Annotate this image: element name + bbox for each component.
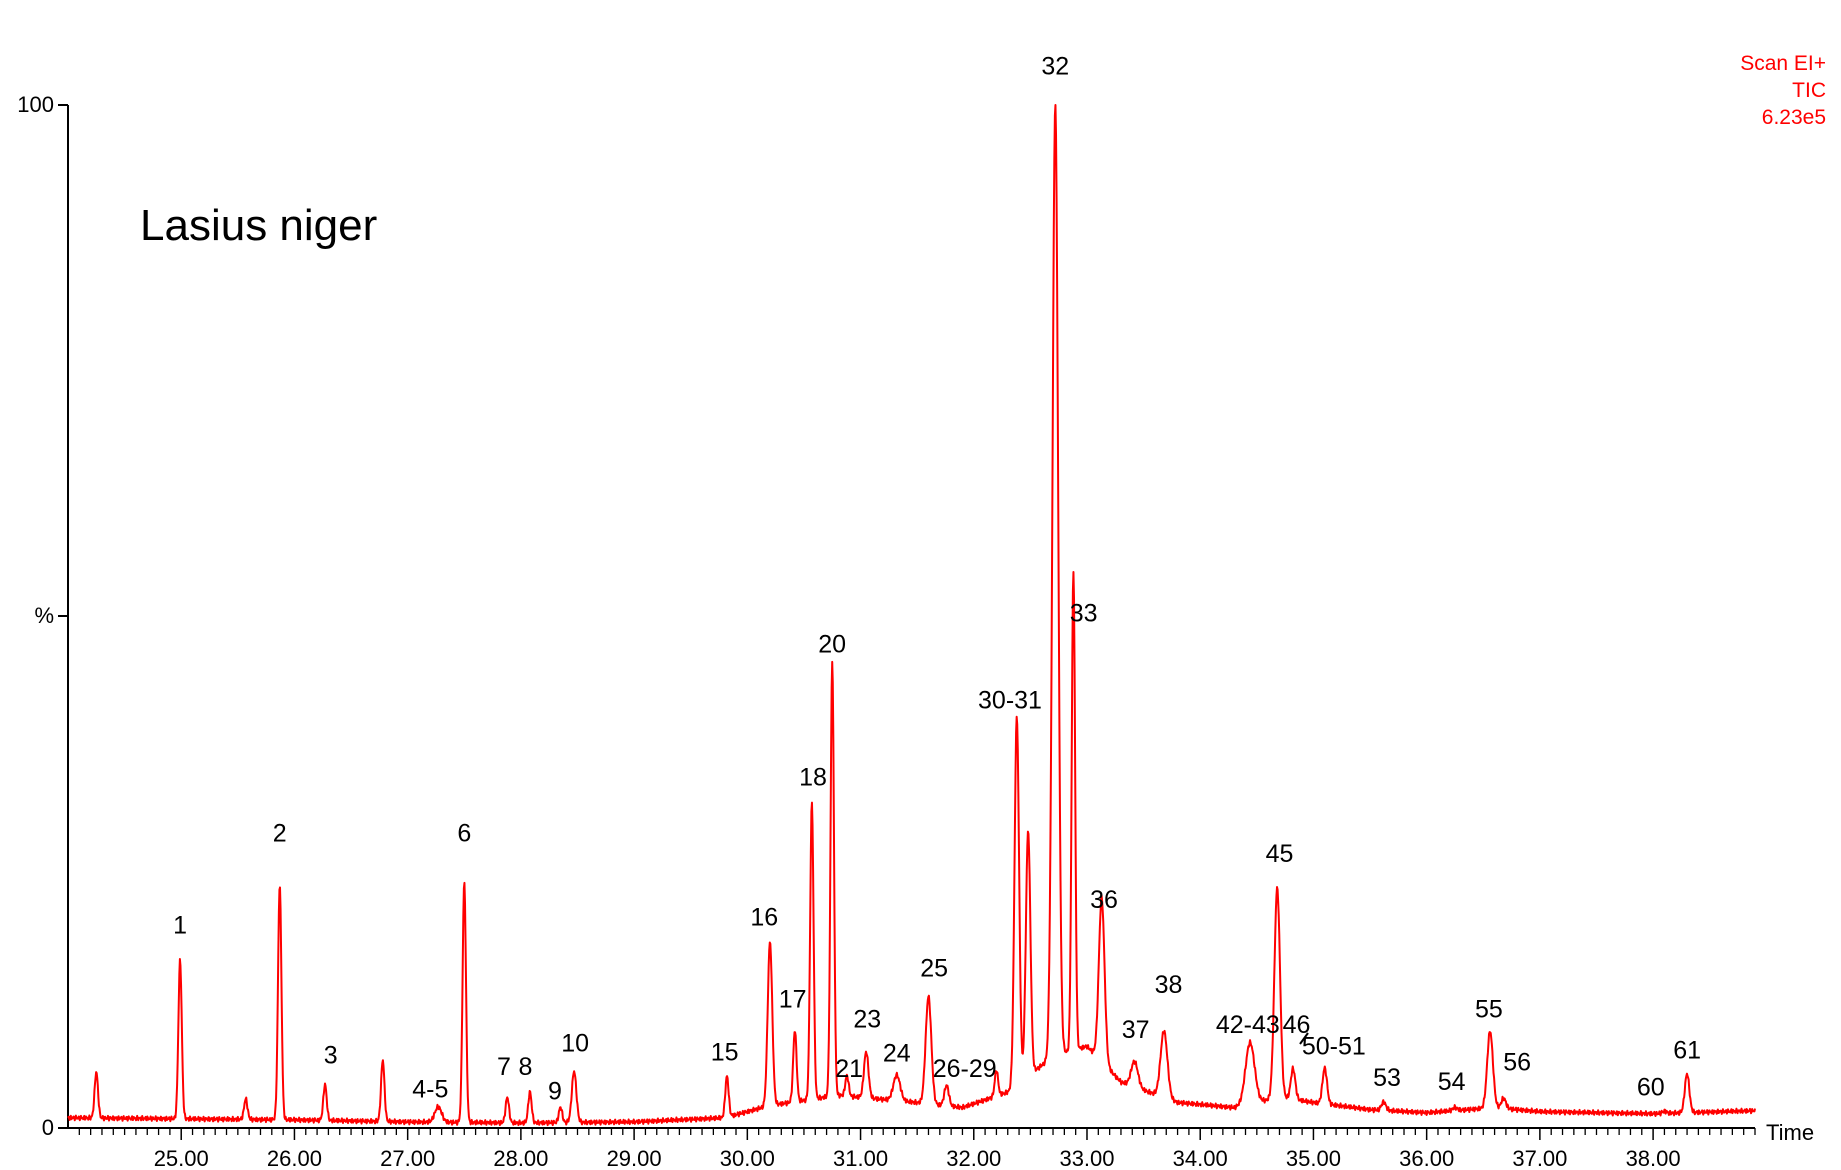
x-major-ticks: 25.00 26.00 27.00 28.00 29.00 30.00 31.00 32.00… [154,1128,1681,1170]
x-axis-label: Time [1766,1120,1814,1145]
peak-label: 46 [1283,1011,1311,1039]
axes: 100 % 0 Time 25.00 26.00 27.00 28.00 29.00 30… [17,92,1814,1170]
peak-label: 61 [1673,1036,1701,1064]
peak-label: 53 [1373,1064,1401,1092]
scan-mode-label: Scan EI+ [1740,52,1826,75]
tic-trace [67,104,1756,1127]
x-tick-label: 36.00 [1399,1146,1454,1170]
peak-label: 7 [497,1053,511,1081]
peak-label: 45 [1266,840,1294,868]
peak-label: 21 [835,1055,863,1083]
x-tick-label: 32.00 [946,1146,1001,1170]
peak-label: 17 [779,985,807,1013]
x-tick-label: 33.00 [1059,1146,1114,1170]
x-tick-label: 35.00 [1286,1146,1341,1170]
trace-type-label: TIC [1792,79,1826,102]
x-tick-label: 25.00 [154,1146,209,1170]
intensity-label: 6.23e5 [1762,106,1826,129]
x-tick-label: 27.00 [380,1146,435,1170]
peak-label: 3 [324,1042,338,1070]
x-tick-label: 34.00 [1173,1146,1228,1170]
x-tick-label: 37.00 [1512,1146,1567,1170]
peak-label: 6 [457,820,471,848]
peak-label: 24 [883,1040,911,1068]
x-tick-label: 26.00 [267,1146,322,1170]
peak-label: 32 [1041,52,1069,80]
peak-label: 9 [548,1077,562,1105]
peak-46-pointer [1299,1032,1309,1045]
peak-label: 55 [1475,996,1503,1024]
peak-label: 37 [1122,1016,1150,1044]
y-label-100: 100 [17,92,54,117]
peak-label: 25 [920,955,948,983]
peak-label: 4-5 [412,1075,448,1103]
peak-label: 54 [1438,1068,1466,1096]
peak-label: 30-31 [978,687,1042,715]
peak-label: 38 [1155,971,1183,999]
peak-label: 15 [711,1039,739,1067]
peak-label: 1 [173,912,187,940]
peak-label: 20 [818,630,846,658]
x-tick-label: 31.00 [833,1146,888,1170]
y-label-percent: % [34,603,54,628]
peak-label: 10 [561,1029,589,1057]
peak-label: 16 [750,903,778,931]
peak-label: 36 [1090,886,1118,914]
peak-label: 23 [853,1006,881,1034]
peak-label: 42-43 [1216,1011,1280,1039]
y-label-0: 0 [42,1115,54,1140]
peak-label: 33 [1070,600,1098,628]
species-annotation: Lasius niger [140,201,377,250]
peak-label: 18 [799,763,827,791]
peak-label: 26-29 [933,1055,997,1083]
x-tick-label: 29.00 [607,1146,662,1170]
peak-label: 8 [518,1053,532,1081]
x-tick-label: 30.00 [720,1146,775,1170]
x-tick-label: 28.00 [493,1146,548,1170]
peak-label: 50-51 [1302,1032,1366,1060]
x-minor-ticks [78,1128,1756,1135]
x-tick-label: 38.00 [1626,1146,1681,1170]
peak-label: 56 [1503,1049,1531,1077]
peak-label: 60 [1637,1073,1665,1101]
peak-label: 2 [273,820,287,848]
